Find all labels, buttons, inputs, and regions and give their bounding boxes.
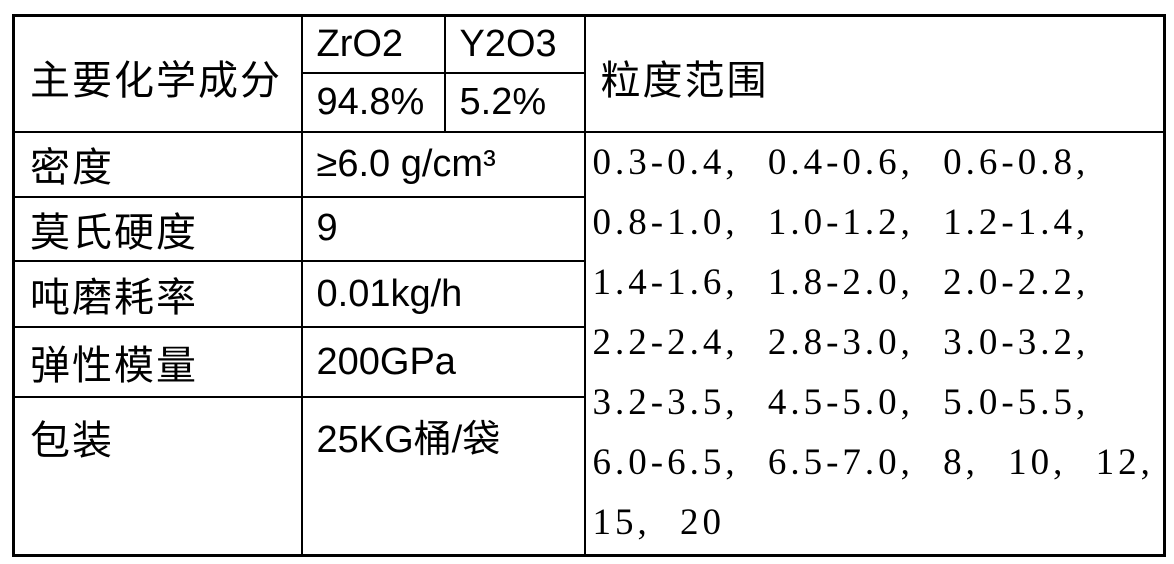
header-row-percentages: 94.8% 5.2% — [14, 71, 1165, 133]
packaging-label: 包装 — [12, 395, 303, 557]
header-row-components: 主要化学成分 ZrO2 Y2O3 粒度范围 — [12, 14, 1166, 133]
size-line: 3.2-3.5, 4.5-5.0, 5.0-5.5, — [592, 381, 1090, 423]
size-line: 2.2-2.4, 2.8-3.0, 3.0-3.2, — [592, 321, 1090, 363]
mohs-hardness-label: 莫氏硬度 — [12, 195, 303, 263]
packaging-value: 25KG桶/袋 — [300, 395, 586, 557]
wear-rate-label: 吨磨耗率 — [12, 260, 303, 329]
property-row-elastic-modulus: 弹性模量 200GPa — [12, 326, 1165, 398]
elastic-modulus-label: 弹性模量 — [12, 326, 303, 398]
property-row-wear-rate: 吨磨耗率 0.01kg/h — [12, 260, 1165, 329]
component-name-y2o3: Y2O3 — [443, 14, 586, 74]
product-spec-table: 主要化学成分 ZrO2 Y2O3 粒度范围 94.8% 5.2% 密度 ≥6.0… — [12, 14, 1166, 557]
size-range-values: 0.3-0.4, 0.4-0.6, 0.6-0.8, 0.8-1.0, 1.0-… — [583, 130, 1166, 556]
main-composition-label: 主要化学成分 — [12, 14, 303, 133]
wear-rate-value: 0.01kg/h — [300, 260, 586, 329]
density-value: ≥6.0 g/cm³ — [300, 130, 586, 198]
density-label: 密度 — [12, 130, 303, 198]
size-line: 15, 20 — [592, 501, 725, 543]
size-line: 0.3-0.4, 0.4-0.6, 0.6-0.8, — [592, 141, 1090, 183]
size-range-header: 粒度范围 — [583, 14, 1166, 133]
property-row-packaging: 包装 25KG桶/袋 — [12, 395, 1165, 557]
component-percent-zro2: 94.8% — [300, 71, 446, 133]
size-line: 6.0-6.5, 6.5-7.0, 8, 10, 12, — [592, 441, 1154, 483]
mohs-hardness-value: 9 — [300, 195, 586, 263]
size-line: 0.8-1.0, 1.0-1.2, 1.2-1.4, — [592, 201, 1090, 243]
component-name-zro2: ZrO2 — [300, 14, 446, 74]
component-percent-y2o3: 5.2% — [443, 71, 586, 133]
elastic-modulus-value: 200GPa — [300, 326, 586, 398]
property-row-density: 密度 ≥6.0 g/cm³ 0.3-0.4, 0.4-0.6, 0.6-0.8,… — [12, 130, 1166, 556]
size-line: 1.4-1.6, 1.8-2.0, 2.0-2.2, — [592, 261, 1090, 303]
property-row-mohs-hardness: 莫氏硬度 9 — [12, 195, 1165, 263]
